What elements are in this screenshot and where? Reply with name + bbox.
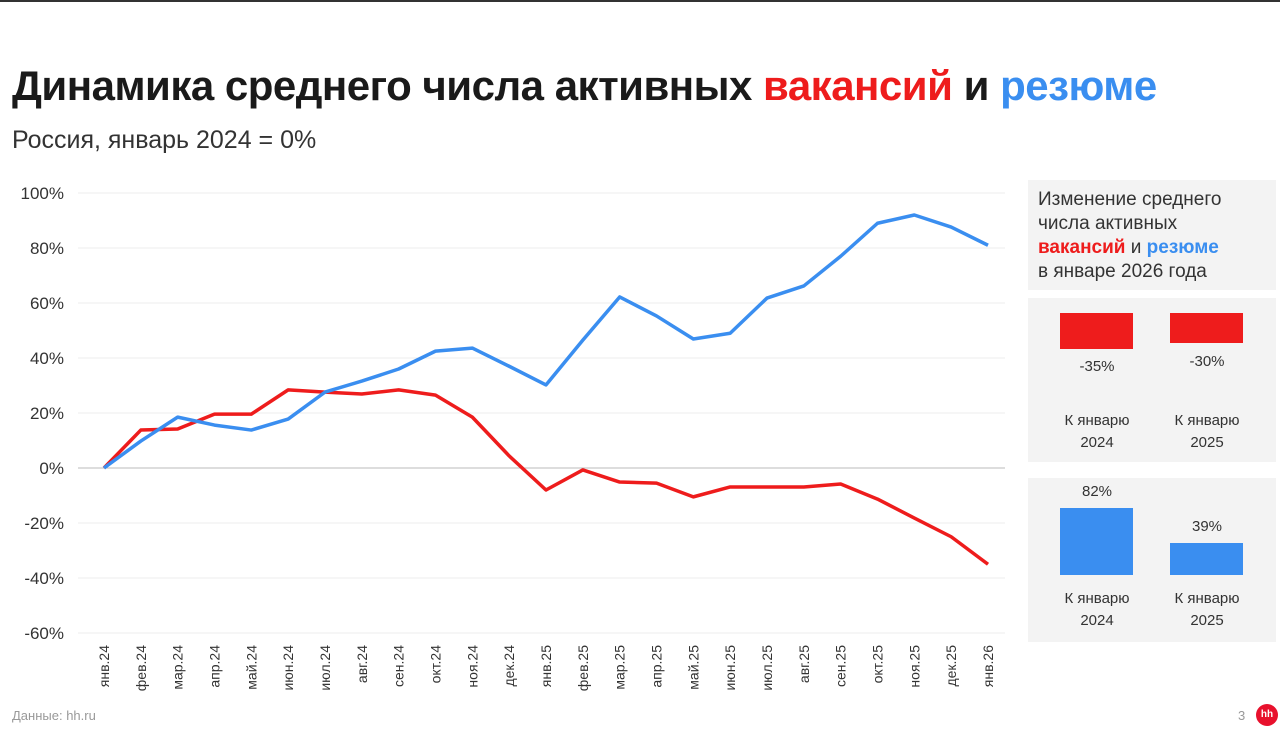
x-tick-label: янв.26 xyxy=(980,645,996,687)
title-and: и xyxy=(952,62,1001,109)
x-tick-label: май.24 xyxy=(243,645,259,690)
period-label: К январю xyxy=(1174,590,1240,607)
caption-resumes: резюме xyxy=(1146,237,1219,258)
x-tick-label: ноя.24 xyxy=(464,645,480,688)
x-tick-label: дек.25 xyxy=(943,645,959,687)
title-resumes: резюме xyxy=(1000,62,1157,109)
bar-res-2024 xyxy=(1060,508,1133,575)
y-tick-label: -40% xyxy=(24,569,64,588)
y-tick-label: 40% xyxy=(30,349,64,368)
y-tick-label: 80% xyxy=(30,239,64,258)
x-tick-label: янв.25 xyxy=(538,645,554,687)
x-tick-label: июн.24 xyxy=(280,645,296,691)
panel-caption: Изменение среднего числа активных ваканс… xyxy=(1028,180,1276,290)
bar-vac-2025 xyxy=(1170,313,1243,343)
caption-vacancies: вакансий xyxy=(1038,237,1126,258)
x-tick-label: ноя.25 xyxy=(906,645,922,688)
top-border xyxy=(0,0,1280,2)
period-year: 2025 xyxy=(1190,612,1224,629)
hh-logo: hh xyxy=(1256,704,1278,726)
x-tick-label: май.25 xyxy=(685,645,701,690)
caption-line: в январе 2026 года xyxy=(1038,261,1207,282)
y-tick-label: 20% xyxy=(30,404,64,423)
y-tick-label: -20% xyxy=(24,514,64,533)
line-chart: -60% -40% -20% 0% 20% 40% 60% 80% 100% янв.24 фев.… xyxy=(21,184,1005,691)
period-label: К январю xyxy=(1174,412,1240,429)
period-year: 2025 xyxy=(1190,434,1224,451)
x-tick-label: июл.24 xyxy=(317,645,333,691)
vacancies-change-box: -35% -30% К январю 2024 К январю 2025 xyxy=(1028,298,1276,462)
x-tick-label: фев.25 xyxy=(575,645,591,691)
value-label: -35% xyxy=(1079,358,1115,375)
caption-and: и xyxy=(1125,237,1147,258)
x-tick-label: апр.25 xyxy=(649,645,665,688)
x-tick-label: окт.24 xyxy=(428,645,444,684)
period-label: К январю xyxy=(1064,412,1130,429)
series-line-resumes xyxy=(102,213,989,470)
x-tick-label: сен.24 xyxy=(391,645,407,687)
x-tick-label: янв.24 xyxy=(96,645,112,687)
value-label: 82% xyxy=(1081,483,1113,500)
y-tick-label: -60% xyxy=(24,624,64,643)
page-title: Динамика среднего числа активных ваканси… xyxy=(12,62,1157,110)
period-year: 2024 xyxy=(1080,612,1114,629)
x-tick-label: дек.24 xyxy=(501,645,517,687)
y-tick-label: 60% xyxy=(30,294,64,313)
bar-res-2025 xyxy=(1170,543,1243,575)
x-tick-label: апр.24 xyxy=(207,645,223,688)
resumes-change-box: 82% 39% К январю 2024 К январю 2025 xyxy=(1028,478,1276,642)
x-tick-label: мар.24 xyxy=(170,645,186,690)
period-year: 2024 xyxy=(1080,434,1114,451)
title-vacancies: вакансий xyxy=(763,62,953,109)
title-text: Динамика среднего числа активных xyxy=(12,62,764,109)
x-tick-label: сен.25 xyxy=(833,645,849,687)
caption-line: Изменение среднего xyxy=(1038,189,1222,210)
page-number: 3 xyxy=(1238,708,1246,723)
x-tick-label: мар.25 xyxy=(612,645,628,690)
caption-line: числа активных xyxy=(1038,213,1178,234)
source-note: Данные: hh.ru xyxy=(12,708,96,723)
y-tick-label: 100% xyxy=(21,184,64,203)
value-label: -30% xyxy=(1189,353,1225,370)
subtitle: Россия, январь 2024 = 0% xyxy=(12,126,317,154)
value-label: 39% xyxy=(1191,518,1223,535)
series-line-vacancies xyxy=(102,388,990,566)
bar-vac-2024 xyxy=(1060,313,1133,349)
x-tick-label: авг.24 xyxy=(354,645,370,683)
x-tick-label: июн.25 xyxy=(722,645,738,691)
x-tick-label: окт.25 xyxy=(870,645,886,684)
x-tick-label: авг.25 xyxy=(796,645,812,683)
x-tick-label: фев.24 xyxy=(133,645,149,691)
x-tick-label: июл.25 xyxy=(759,645,775,691)
y-tick-label: 0% xyxy=(39,459,64,478)
period-label: К январю xyxy=(1064,590,1130,607)
